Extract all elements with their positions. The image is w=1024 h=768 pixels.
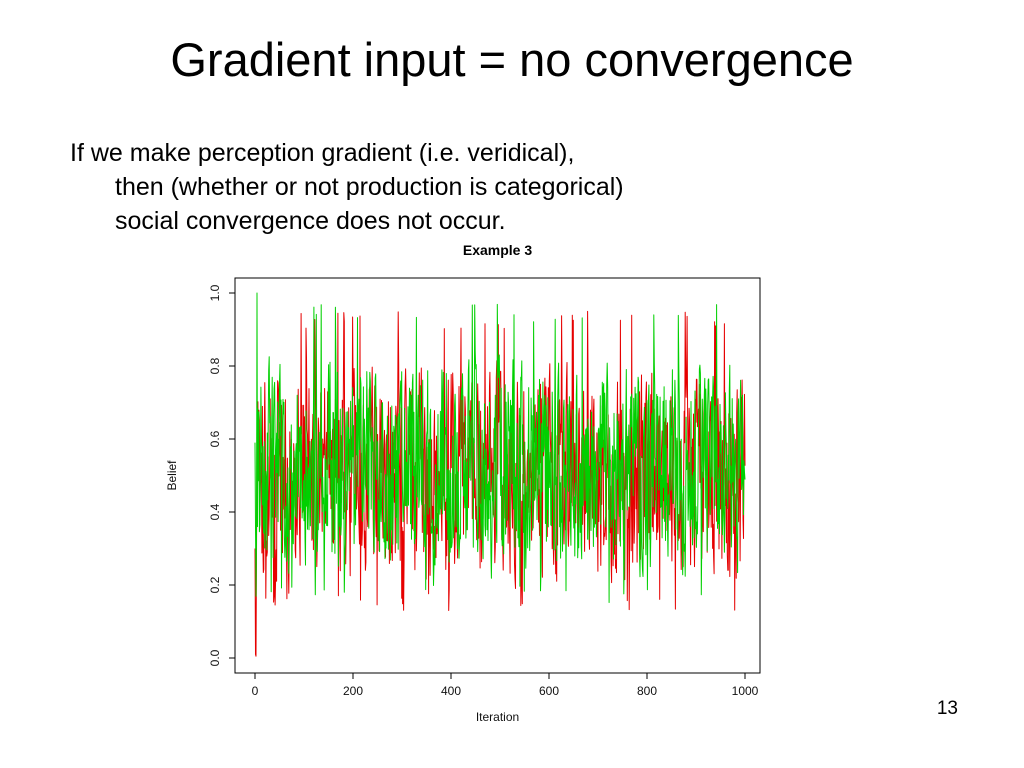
x-tick-label: 800 [637, 684, 657, 698]
belief-plot: 0 200 400 600 800 1000 0.0 0.2 0.4 0.6 0.8 1.0 Itera… [165, 277, 761, 724]
y-axis-label: Belief [165, 460, 179, 491]
body-line-1: If we make perception gradient (i.e. ver… [70, 139, 575, 167]
y-tick-label: 0.0 [208, 649, 222, 666]
belief-chart: Example 3 0 200 400 600 800 1000 0.0 0.2 0.4 0.6 0… [160, 240, 805, 745]
slide-title: Gradient input = no convergence [170, 33, 854, 86]
y-tick-label: 0.4 [208, 503, 222, 520]
x-axis: 0 200 400 600 800 1000 [252, 673, 759, 698]
page-number: 13 [936, 698, 958, 719]
x-tick-label: 600 [539, 684, 559, 698]
x-tick-label: 400 [441, 684, 461, 698]
x-tick-label: 1000 [732, 684, 759, 698]
plot-box [234, 277, 761, 674]
body-text: If we make perception gradient (i.e. ver… [70, 136, 624, 238]
y-axis: 0.0 0.2 0.4 0.6 0.8 1.0 [208, 284, 235, 666]
x-axis-label: Iteration [476, 710, 519, 724]
body-line-3: social convergence does not occur. [115, 207, 506, 235]
green-agent-belief-line [254, 292, 746, 603]
y-tick-label: 1.0 [208, 284, 222, 301]
y-tick-label: 0.2 [208, 576, 222, 593]
chart-title: Example 3 [462, 242, 533, 258]
body-line-2: then (whether or not production is categ… [115, 173, 624, 201]
red-agent-belief-line [254, 310, 746, 657]
y-tick-label: 0.8 [208, 357, 222, 374]
x-tick-label: 0 [252, 684, 259, 698]
y-tick-label: 0.6 [208, 430, 222, 447]
x-tick-label: 200 [343, 684, 363, 698]
